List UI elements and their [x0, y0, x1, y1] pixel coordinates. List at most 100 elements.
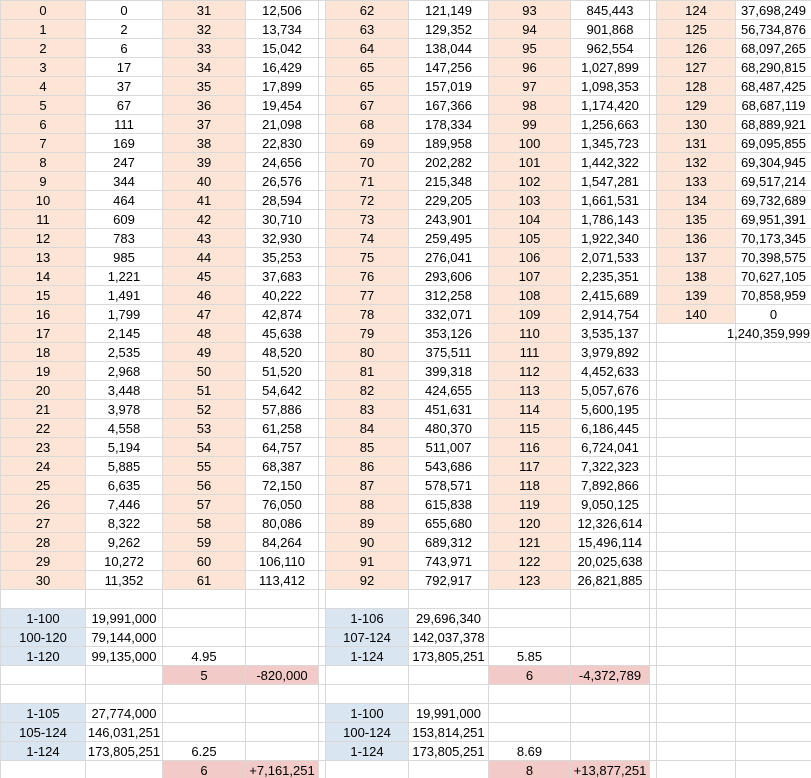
row-index-cell[interactable]: 124	[657, 1, 736, 20]
row-index-cell[interactable]: 39	[163, 153, 246, 172]
empty-cell[interactable]	[650, 685, 657, 704]
empty-cell[interactable]	[319, 628, 326, 647]
row-index-cell[interactable]: 67	[326, 96, 409, 115]
empty-cell[interactable]	[736, 552, 811, 571]
empty-cell[interactable]	[650, 77, 657, 96]
value-cell[interactable]: 1,027,899	[571, 58, 650, 77]
grand-total-cell[interactable]: 1,240,359,999	[727, 324, 811, 343]
empty-cell[interactable]	[650, 343, 657, 362]
empty-cell[interactable]	[650, 134, 657, 153]
value-cell[interactable]: 72,150	[246, 476, 319, 495]
empty-cell[interactable]	[571, 704, 650, 723]
row-index-cell[interactable]: 20	[1, 381, 86, 400]
row-index-cell[interactable]: 105	[489, 229, 571, 248]
row-index-cell[interactable]: 87	[326, 476, 409, 495]
value-cell[interactable]: 16,429	[246, 58, 319, 77]
value-cell[interactable]: 68,687,119	[736, 96, 811, 115]
empty-cell[interactable]	[319, 362, 326, 381]
value-cell[interactable]: 167,366	[409, 96, 489, 115]
value-cell[interactable]: 26,576	[246, 172, 319, 191]
value-cell[interactable]: 10,272	[86, 552, 163, 571]
value-cell[interactable]: 32,930	[246, 229, 319, 248]
row-index-cell[interactable]: 22	[1, 419, 86, 438]
empty-cell[interactable]	[319, 438, 326, 457]
row-index-cell[interactable]: 11	[1, 210, 86, 229]
empty-cell[interactable]	[736, 457, 811, 476]
row-index-cell[interactable]: 13	[1, 248, 86, 267]
row-index-cell[interactable]: 51	[163, 381, 246, 400]
row-index-cell[interactable]: 29	[1, 552, 86, 571]
value-cell[interactable]: 5,057,676	[571, 381, 650, 400]
empty-cell[interactable]	[319, 742, 326, 761]
value-cell[interactable]: 0	[736, 305, 811, 324]
empty-cell[interactable]	[246, 685, 319, 704]
row-index-cell[interactable]: 58	[163, 514, 246, 533]
value-cell[interactable]: 5,194	[86, 438, 163, 457]
row-index-cell[interactable]: 19	[1, 362, 86, 381]
empty-cell[interactable]	[736, 533, 811, 552]
value-cell[interactable]: 1,922,340	[571, 229, 650, 248]
row-index-cell[interactable]: 69	[326, 134, 409, 153]
empty-cell[interactable]	[650, 286, 657, 305]
value-cell[interactable]: 64,757	[246, 438, 319, 457]
empty-cell[interactable]	[86, 590, 163, 609]
value-cell[interactable]: 42,874	[246, 305, 319, 324]
value-cell[interactable]: 70,858,959	[736, 286, 811, 305]
value-cell[interactable]: 7,322,323	[571, 457, 650, 476]
row-index-cell[interactable]: 15	[1, 286, 86, 305]
empty-cell[interactable]	[650, 761, 657, 778]
row-index-cell[interactable]: 0	[1, 1, 86, 20]
value-cell[interactable]: 80,086	[246, 514, 319, 533]
empty-cell[interactable]	[319, 723, 326, 742]
value-cell[interactable]: 2,968	[86, 362, 163, 381]
empty-cell[interactable]	[657, 628, 736, 647]
empty-cell[interactable]	[571, 742, 650, 761]
row-index-cell[interactable]: 17	[1, 324, 86, 343]
row-index-cell[interactable]: 3	[1, 58, 86, 77]
empty-cell[interactable]	[246, 704, 319, 723]
row-index-cell[interactable]: 57	[163, 495, 246, 514]
value-cell[interactable]: 312,258	[409, 286, 489, 305]
empty-cell[interactable]	[246, 742, 319, 761]
empty-cell[interactable]	[163, 704, 246, 723]
value-cell[interactable]: 792,917	[409, 571, 489, 590]
row-index-cell[interactable]: 119	[489, 495, 571, 514]
value-cell[interactable]: 464	[86, 191, 163, 210]
row-index-cell[interactable]: 64	[326, 39, 409, 58]
empty-cell[interactable]	[319, 20, 326, 39]
row-index-cell[interactable]: 44	[163, 248, 246, 267]
row-index-cell[interactable]: 6	[1, 115, 86, 134]
row-index-cell[interactable]: 107	[489, 267, 571, 286]
empty-cell[interactable]	[163, 723, 246, 742]
value-cell[interactable]: 9,050,125	[571, 495, 650, 514]
empty-cell[interactable]	[650, 533, 657, 552]
row-index-cell[interactable]: 54	[163, 438, 246, 457]
empty-cell[interactable]	[319, 248, 326, 267]
range-total-cell[interactable]: 173,805,251	[86, 742, 163, 761]
empty-cell[interactable]	[163, 609, 246, 628]
empty-cell[interactable]	[657, 609, 736, 628]
row-index-cell[interactable]: 53	[163, 419, 246, 438]
range-total-cell[interactable]: 29,696,340	[409, 609, 489, 628]
empty-cell[interactable]	[319, 305, 326, 324]
row-index-cell[interactable]: 90	[326, 533, 409, 552]
value-cell[interactable]: 2,535	[86, 343, 163, 362]
range-total-cell[interactable]: 79,144,000	[86, 628, 163, 647]
empty-cell[interactable]	[489, 590, 571, 609]
row-index-cell[interactable]: 113	[489, 381, 571, 400]
empty-cell[interactable]	[319, 666, 326, 685]
alert-delta-cell[interactable]: +13,877,251	[571, 761, 650, 778]
empty-cell[interactable]	[650, 248, 657, 267]
empty-cell[interactable]	[736, 514, 811, 533]
row-index-cell[interactable]: 118	[489, 476, 571, 495]
empty-cell[interactable]	[319, 647, 326, 666]
value-cell[interactable]: 68,889,921	[736, 115, 811, 134]
empty-cell[interactable]	[736, 666, 811, 685]
row-index-cell[interactable]: 32	[163, 20, 246, 39]
row-index-cell[interactable]: 60	[163, 552, 246, 571]
row-index-cell[interactable]: 120	[489, 514, 571, 533]
row-index-cell[interactable]: 97	[489, 77, 571, 96]
empty-cell[interactable]	[319, 267, 326, 286]
row-index-cell[interactable]: 45	[163, 267, 246, 286]
value-cell[interactable]: 13,734	[246, 20, 319, 39]
